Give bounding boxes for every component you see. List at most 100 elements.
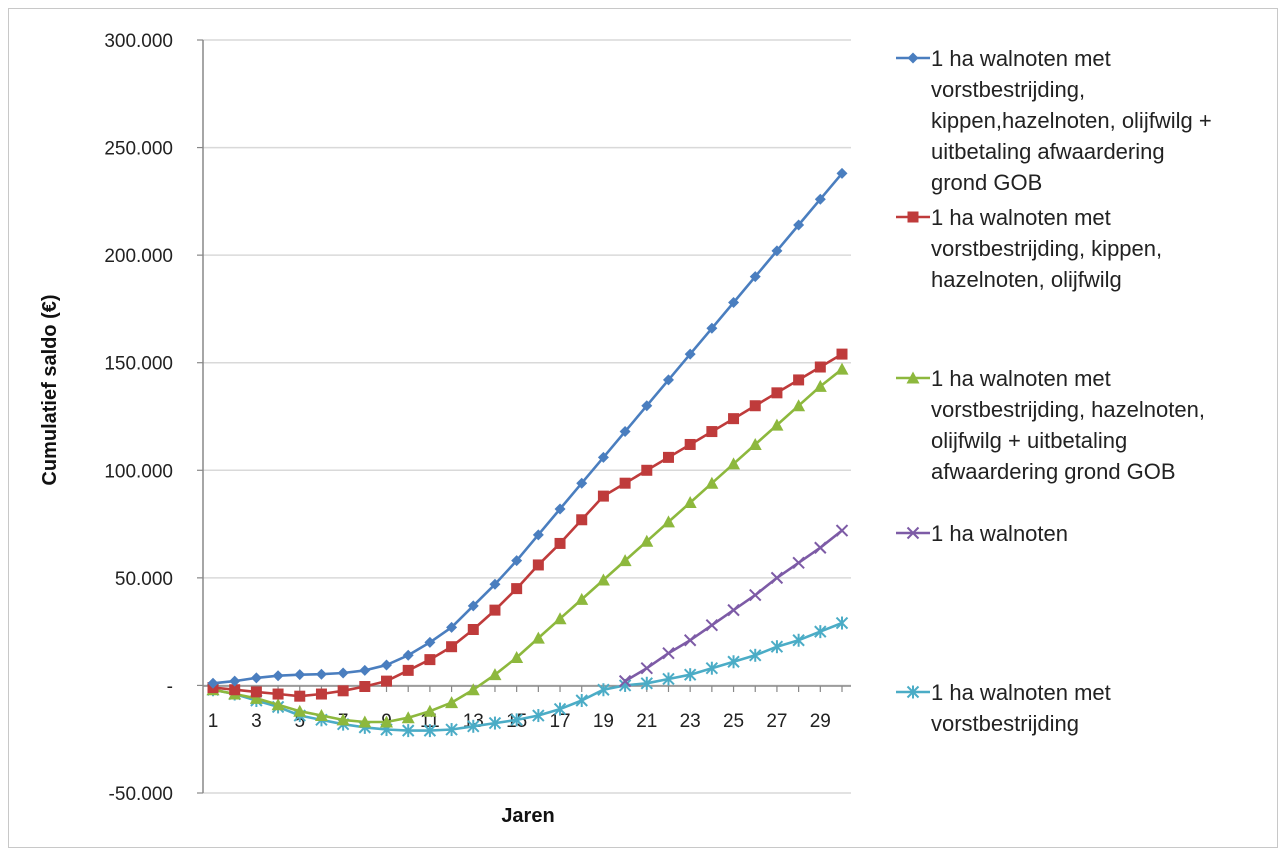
data-point <box>598 491 609 502</box>
data-point <box>685 439 696 450</box>
series-layer <box>207 168 849 737</box>
data-point <box>403 665 414 676</box>
legend-label: hazelnoten, olijfwilg <box>931 267 1122 292</box>
data-point <box>728 413 739 424</box>
data-point <box>837 349 848 360</box>
data-point <box>273 689 284 700</box>
data-point <box>706 426 717 437</box>
x-tick-label: 3 <box>251 711 262 732</box>
legend-label: afwaardering grond GOB <box>931 459 1176 484</box>
legend-entry-5: 1 ha walnoten met vorstbestrijding <box>896 680 1111 736</box>
data-point <box>576 514 587 525</box>
legend-entry-3: 1 ha walnoten met vorstbestrijding, hazel… <box>896 366 1205 484</box>
data-point <box>316 669 327 680</box>
legend: 1 ha walnoten met vorstbestrijding, kippen… <box>896 46 1212 736</box>
data-point <box>359 665 370 676</box>
data-point <box>555 538 566 549</box>
data-point <box>663 452 674 463</box>
data-point <box>685 635 696 646</box>
data-point <box>793 557 804 568</box>
legend-label: vorstbestrijding, <box>931 77 1085 102</box>
data-point <box>815 542 826 553</box>
series-line <box>213 369 842 722</box>
legend-label: uitbetaling afwaardering <box>931 139 1165 164</box>
data-point <box>338 667 349 678</box>
y-tick-label: 50.000 <box>115 569 173 590</box>
legend-label: vorstbestrijding, kippen, <box>931 236 1162 261</box>
legend-entry-1: 1 ha walnoten met vorstbestrijding, kippen… <box>896 46 1212 195</box>
data-point <box>381 676 392 687</box>
data-point <box>663 648 674 659</box>
data-point <box>446 641 457 652</box>
x-tick-label: 25 <box>723 711 744 732</box>
legend-label: 1 ha walnoten <box>931 521 1068 546</box>
series-line <box>213 623 842 731</box>
legend-entry-4: 1 ha walnoten <box>896 521 1068 546</box>
legend-label: olijfwilg + uitbetaling <box>931 428 1127 453</box>
data-point <box>424 654 435 665</box>
data-point <box>294 669 305 680</box>
data-point <box>620 478 631 489</box>
series-1 <box>208 168 848 689</box>
data-point <box>750 590 761 601</box>
y-tick-label: - <box>167 676 173 697</box>
series-line <box>213 173 842 683</box>
data-point <box>338 685 349 696</box>
x-axis-title: Jaren <box>501 805 554 827</box>
legend-label: vorstbestrijding <box>931 711 1079 736</box>
data-point <box>815 362 826 373</box>
data-point <box>750 400 761 411</box>
data-point <box>359 681 370 692</box>
gridlines <box>203 40 851 793</box>
x-tick-label: 23 <box>680 711 701 732</box>
data-point <box>294 691 305 702</box>
x-tick-label: 1 <box>208 711 219 732</box>
y-tick-label: 150.000 <box>104 354 173 375</box>
series-5 <box>208 617 848 738</box>
legend-marker <box>908 212 919 223</box>
y-tick-label: 100.000 <box>104 461 173 482</box>
data-point <box>251 672 262 683</box>
y-axis-title: Cumulatief saldo (€) <box>39 294 61 485</box>
data-point <box>641 465 652 476</box>
y-tick-label: 200.000 <box>104 246 173 267</box>
legend-entry-2: 1 ha walnoten met vorstbestrijding, kippe… <box>896 205 1162 292</box>
data-point <box>251 686 262 697</box>
data-point <box>273 670 284 681</box>
legend-label: 1 ha walnoten met <box>931 205 1111 230</box>
x-tick-label: 21 <box>636 711 657 732</box>
legend-label: 1 ha walnoten met <box>931 366 1111 391</box>
data-point <box>468 624 479 635</box>
y-tick-label: 250.000 <box>104 139 173 160</box>
data-point <box>837 617 848 630</box>
y-tick-label: 300.000 <box>104 31 173 52</box>
legend-label: 1 ha walnoten met <box>931 46 1111 71</box>
x-tick-label: 27 <box>766 711 787 732</box>
data-point <box>403 650 414 661</box>
data-point <box>316 689 327 700</box>
data-point <box>728 605 739 616</box>
x-tick-label: 19 <box>593 711 614 732</box>
data-point <box>381 659 392 670</box>
data-point <box>771 387 782 398</box>
legend-label: grond GOB <box>931 170 1042 195</box>
data-point <box>489 605 500 616</box>
data-point <box>706 620 717 631</box>
x-tick-label: 29 <box>810 711 831 732</box>
legend-label: kippen,hazelnoten, olijfwilg + <box>931 108 1212 133</box>
data-point <box>511 583 522 594</box>
data-point <box>576 694 587 707</box>
data-point <box>815 625 826 638</box>
data-point <box>641 663 652 674</box>
legend-label: 1 ha walnoten met <box>931 680 1111 705</box>
series-line <box>213 354 842 696</box>
legend-label: vorstbestrijding, hazelnoten, <box>931 397 1205 422</box>
data-point <box>837 525 848 536</box>
data-point <box>793 374 804 385</box>
y-tick-label: -50.000 <box>109 784 173 805</box>
data-point <box>445 696 458 708</box>
legend-marker <box>908 53 919 64</box>
data-point <box>533 559 544 570</box>
data-point <box>836 363 849 375</box>
